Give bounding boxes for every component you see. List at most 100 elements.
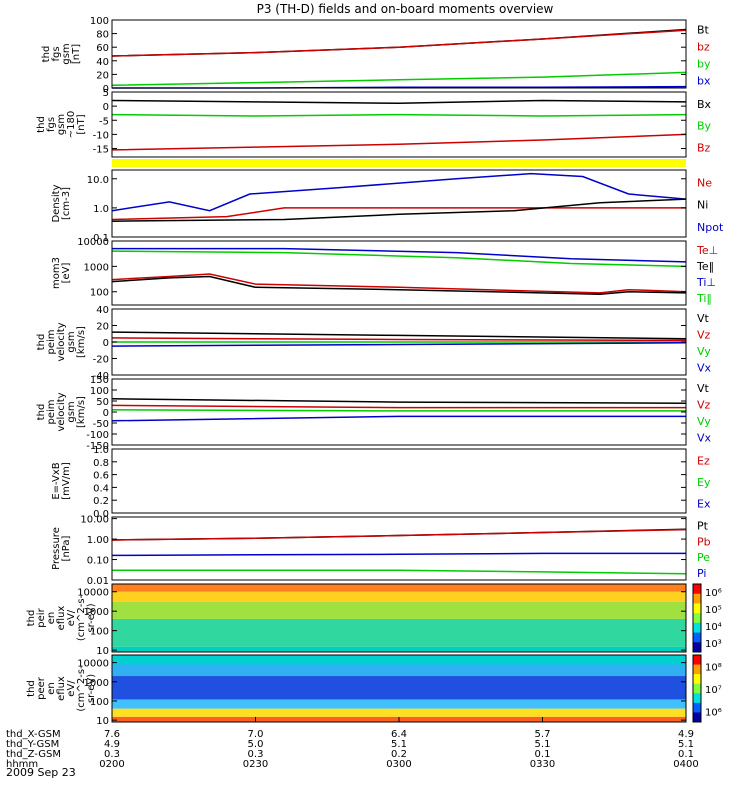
y-axis-label-line: eV/	[66, 680, 77, 697]
legend-density: Ne Ni Npot	[697, 176, 724, 234]
y-tick-label: 0.6	[93, 471, 109, 482]
y-tick-label: 150	[90, 375, 109, 386]
y-axis-label-peir_velocity: thd peim velocity gsm [km/s]	[36, 392, 87, 431]
y-tick-label: 20	[96, 70, 109, 81]
series-line-Vt	[111, 398, 687, 404]
y-axis-label-density: Density [cm-3]	[51, 184, 72, 222]
legend-entry: Vy	[697, 345, 711, 358]
legend-entry: Vt	[697, 312, 710, 325]
y-axis-label-line: [km/s]	[76, 396, 87, 428]
x-row-label: thd_Y-GSM	[6, 739, 59, 750]
y-tick-label: -15	[93, 145, 109, 156]
y-tick-label: 10000	[77, 659, 109, 670]
x-row-value: 0.1	[535, 749, 551, 760]
y-tick-label: 10000	[77, 588, 109, 599]
y-tick-label: 10	[96, 716, 109, 727]
y-axis-label-line: sr-eV)	[86, 674, 97, 703]
x-row-value: 7.6	[104, 729, 120, 740]
y-axis-label-line: [mV/m]	[61, 462, 72, 500]
panel-peir_spec: 10⁶ 10⁵ 10⁴ 10³ 10000 1000 100 10 thd peir en eflux…	[26, 583, 722, 657]
y-tick-label: 80	[96, 30, 109, 41]
colorbar-segment	[693, 622, 701, 634]
y-tick-label: -40	[93, 371, 109, 382]
y-tick-label: 10	[96, 646, 109, 657]
y-axis-label-line: thd	[36, 404, 47, 421]
y-axis-label-line: eflux	[56, 676, 67, 701]
x-row-value: 0.3	[248, 749, 264, 760]
y-tick-label: 100	[90, 16, 109, 27]
x-row-label: thd_Z-GSM	[6, 749, 61, 760]
legend-peim_velocity: Vt Vz Vy Vx	[697, 312, 712, 375]
y-tick-label: 10.0	[87, 175, 109, 186]
colorbar-segment	[693, 693, 701, 704]
legend-entry: Ne	[697, 176, 712, 189]
y-axis-label-line: fgs	[51, 46, 62, 61]
y-tick-label: 1.0	[93, 204, 109, 215]
x-row-value: 0300	[386, 759, 411, 770]
colorbar-segment	[693, 613, 701, 624]
y-tick-label: 100	[90, 386, 109, 397]
colorbar-segment	[693, 664, 701, 675]
y-axis-label-line: ~180	[66, 111, 77, 138]
series-line-Te⊥	[111, 273, 687, 294]
series-line-Pb	[111, 528, 687, 541]
series-line-Bz	[111, 133, 687, 151]
colorbar-segment	[693, 603, 701, 614]
series-line-Pi	[111, 552, 686, 557]
panel-frame	[111, 169, 687, 238]
y-axis-label-line: E=-VxB	[51, 462, 62, 499]
y-axis-label-peer_spec: thd peer en eflux eV/(cm^2-s-sr-eV)	[26, 665, 97, 712]
series-line-Te‖	[111, 275, 687, 295]
colorbar-segment	[693, 674, 701, 685]
spectrogram-band	[112, 584, 686, 592]
y-axis-label-line: [eV]	[61, 263, 72, 284]
colorbar-label: 10⁶	[705, 707, 722, 718]
y-tick-label: 0.1	[93, 233, 109, 244]
y-tick-label: 0.0	[93, 509, 109, 520]
figure-title: P3 (TH-D) fields and on-board moments ov…	[257, 2, 554, 16]
legend-entry: Vy	[697, 415, 711, 428]
series-line-Vx	[111, 342, 687, 347]
y-tick-label: 50	[96, 397, 109, 408]
panel-frame	[111, 240, 687, 306]
separator-bar	[112, 159, 686, 167]
y-axis-label-fgs_despun: thd fgs gsm ~180 [nT]	[36, 111, 87, 138]
colorbar-frame	[692, 654, 702, 723]
y-axis-label-line: [nT]	[71, 44, 82, 64]
colorbar-segment	[693, 642, 701, 653]
spectrogram-band	[112, 664, 686, 677]
y-tick-label: 0	[103, 408, 109, 419]
colorbar-segment	[693, 593, 701, 604]
x-row-value: 7.0	[248, 729, 264, 740]
series-line-Npot	[111, 172, 687, 212]
series-line-Bx	[111, 99, 687, 105]
y-axis-label-line: Pressure	[51, 527, 62, 570]
y-tick-label: 60	[96, 43, 109, 54]
legend-fgs_despun: Bx By Bz	[697, 98, 712, 154]
colorbar-label: 10⁸	[705, 663, 722, 674]
y-axis-label-line: [km/s]	[76, 326, 87, 358]
legend-entry: bx	[697, 74, 711, 87]
y-axis-label-line: gsm	[66, 401, 77, 422]
y-tick-label: 1.00	[87, 535, 109, 546]
colorbar-segment	[693, 712, 701, 723]
y-axis-label-peir_spec: thd peir en eflux eV/(cm^2-s-sr-eV)	[26, 594, 97, 641]
y-axis-label-line: gsm	[56, 114, 67, 135]
x-row-value: 6.4	[391, 729, 407, 740]
colorbar-label: 10⁷	[705, 685, 722, 696]
colorbar-frame	[692, 583, 702, 653]
y-axis-label-line: velocity	[56, 322, 67, 361]
panel-temperature: 10000 1000 100 mom3 [eV] Te⊥ Te‖ Ti⊥ Ti‖	[51, 237, 718, 306]
series-line-By	[111, 113, 687, 117]
panel-frame	[111, 583, 687, 653]
y-axis-label-line: thd	[41, 46, 52, 63]
colorbar-segment	[693, 584, 701, 595]
legend-entry: Ni	[697, 199, 708, 212]
legend-entry: Ez	[697, 455, 710, 468]
series-line-Vt	[111, 331, 687, 340]
y-axis-label-line: peim	[46, 329, 57, 354]
legend-entry: Vz	[697, 399, 711, 412]
y-axis-label-line: peir	[36, 607, 47, 627]
legend-entry: Bt	[697, 23, 710, 36]
